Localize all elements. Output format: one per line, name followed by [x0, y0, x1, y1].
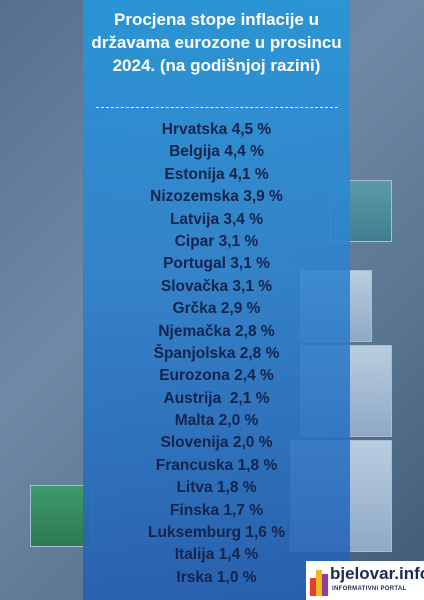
- list-item: Španjolska 2,8 %: [153, 344, 280, 362]
- logo: bjelovar.info INFORMATIVNI PORTAL: [306, 561, 424, 600]
- list-item: Italija 1,4 %: [174, 546, 259, 564]
- list-item: Grčka 2,9 %: [172, 300, 261, 318]
- title: Procjena stope inflacije u državama euro…: [91, 10, 342, 75]
- list-item: Luksemburg 1,6 %: [148, 524, 285, 542]
- list-item: Njemačka 2,8 %: [158, 322, 275, 340]
- list-item: Estonija 4,1 %: [164, 165, 269, 183]
- list-item: Finska 1,7 %: [169, 501, 264, 519]
- list-item: Nizozemska 3,9 %: [150, 188, 283, 206]
- list-item: Cipar 3,1 %: [174, 232, 259, 250]
- list-item: Hrvatska 4,5 %: [161, 121, 272, 138]
- list-item: Litva 1,8 %: [176, 479, 257, 497]
- list-item: Irska 1,0 %: [176, 568, 257, 586]
- logo-tagline: INFORMATIVNI PORTAL: [332, 586, 407, 592]
- list-item: Francuska 1,8 %: [155, 456, 278, 474]
- list-item: Eurozona 2,4 %: [159, 367, 274, 385]
- list-item: Slovenija 2,0 %: [160, 434, 273, 452]
- list-item: Belgija 4,4 %: [169, 143, 264, 161]
- list-item: Portugal 3,1 %: [163, 255, 270, 273]
- background-block: [30, 485, 92, 547]
- logo-icon: [310, 570, 328, 596]
- inflation-list: Hrvatska 4,5 % Belgija 4,4 % Estonija 4,1 …: [83, 119, 350, 589]
- divider: [96, 107, 338, 108]
- logo-name: bjelovar.info: [330, 564, 424, 583]
- list-item: Malta 2,0 %: [174, 412, 259, 430]
- list-item: Austrija 2,1 %: [163, 389, 270, 407]
- text-panel: [83, 0, 350, 600]
- list-item: Latvija 3,4 %: [169, 210, 264, 228]
- list-item: Slovačka 3,1 %: [160, 277, 273, 295]
